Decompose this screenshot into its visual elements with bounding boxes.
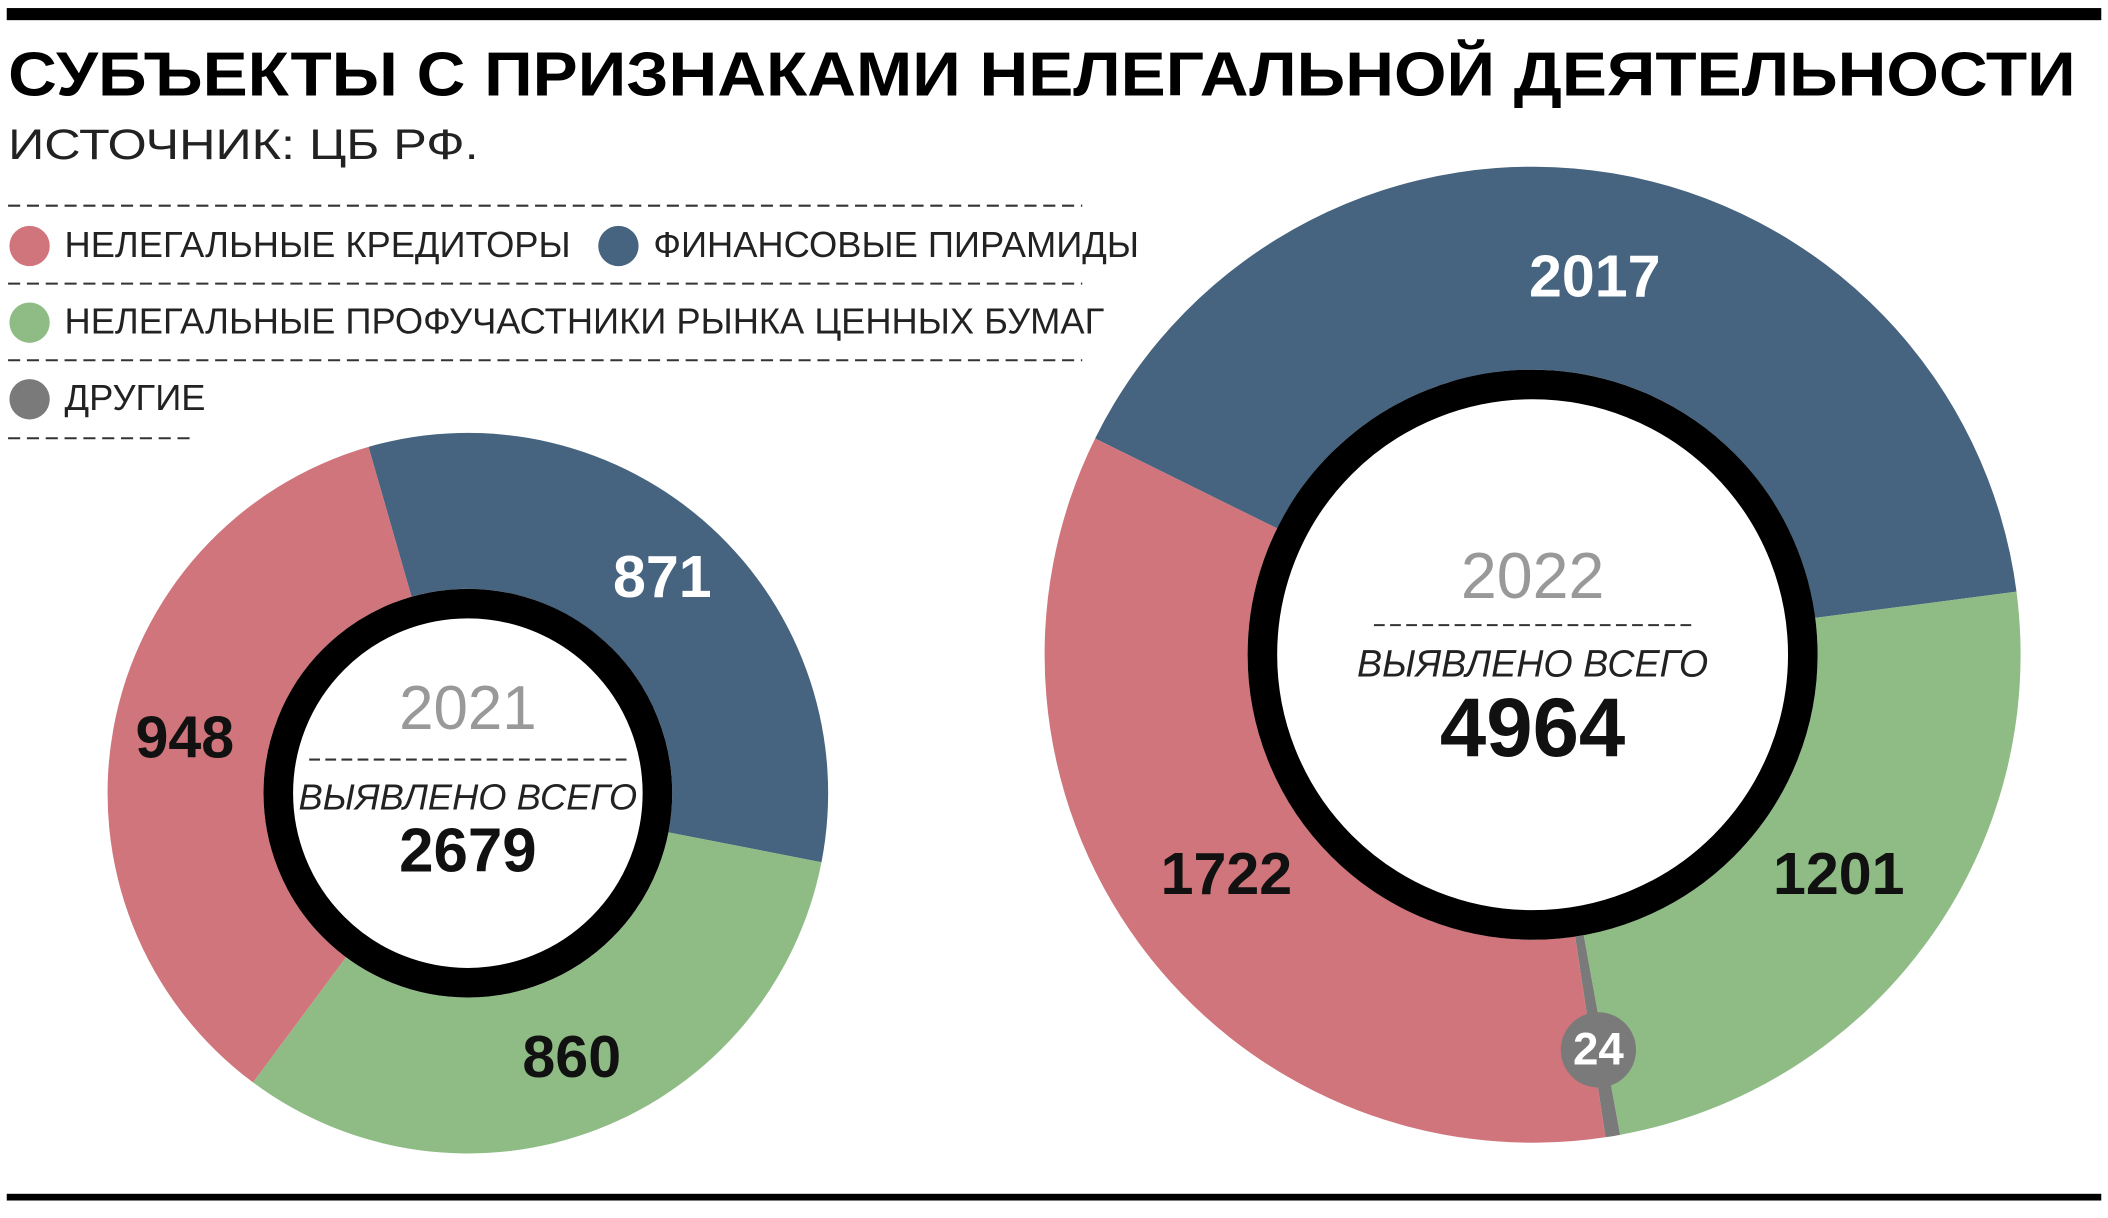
value-label: 24: [1573, 1024, 1624, 1075]
small-slice-badge: [1560, 1012, 1637, 1088]
source: ИСТОЧНИК: ЦБ РФ.: [8, 121, 479, 169]
chart-subtitle: ВЫЯВЛЕНО ВСЕГО: [1357, 643, 1708, 685]
legend-label: ДРУГИЕ: [65, 377, 206, 418]
donut-slice: [252, 832, 822, 1154]
bottom-bar: [6, 1193, 2102, 1201]
chart-year: 2021: [399, 674, 537, 743]
chart-total: 4964: [1440, 681, 1625, 774]
donut-slice: [368, 432, 829, 863]
value-label: 871: [613, 543, 712, 610]
legend-label: ФИНАНСОВЫЕ ПИРАМИДЫ: [653, 224, 1139, 265]
value-label: 2017: [1529, 242, 1661, 309]
legend-label: НЕЛЕГАЛЬНЫЕ КРЕДИТОРЫ: [65, 224, 571, 265]
title: СУБЪЕКТЫ С ПРИЗНАКАМИ НЕЛЕГАЛЬНОЙ ДЕЯТЕЛ…: [8, 40, 2076, 110]
chart-year: 2022: [1461, 540, 1605, 612]
chart-total: 2679: [399, 816, 537, 885]
legend-swatch: [9, 379, 50, 420]
value-label: 948: [135, 703, 234, 770]
legend-swatch: [9, 302, 50, 343]
donut-slice: [1044, 438, 1606, 1143]
donut-slice: [1583, 591, 2021, 1135]
top-bar: [6, 8, 2102, 21]
donut-slice: [1095, 166, 2017, 618]
donut-slice: [107, 446, 412, 1083]
legend-label: НЕЛЕГАЛЬНЫЕ ПРОФУЧАСТНИКИ РЫНКА ЦЕННЫХ Б…: [65, 301, 1105, 342]
value-label: 1201: [1773, 840, 1905, 907]
legend-swatch: [9, 225, 50, 267]
value-label: 1722: [1161, 840, 1293, 907]
center-ring: [263, 588, 673, 998]
legend-dividers: [8, 204, 1083, 440]
value-label: 860: [522, 1023, 621, 1090]
center-ring: [1247, 369, 1818, 940]
chart-subtitle: ВЫЯВЛЕНО ВСЕГО: [299, 776, 638, 817]
legend-swatch: [598, 225, 639, 267]
